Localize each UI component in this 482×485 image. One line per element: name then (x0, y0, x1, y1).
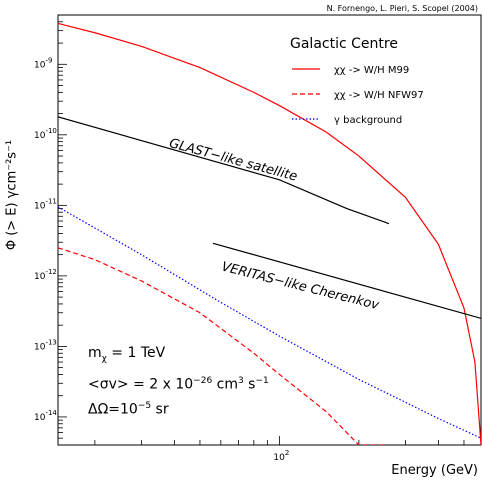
y-tick-label: 10-14 (34, 409, 57, 423)
series-line-glast-like-satellite (58, 116, 390, 225)
y-axis-label: Φ (> E) γcm⁻²s⁻¹ (2, 70, 22, 320)
legend-entry-label: χχ -> W/H M99 (334, 65, 409, 76)
x-axis-label: Energy (GeV) (391, 463, 478, 478)
sigma-unit2-exponent: −1 (255, 375, 269, 386)
mass-symbol: m (88, 345, 102, 361)
curve-annotation: GLAST−like satellite (167, 136, 298, 185)
axes-frame: 10-9 10-10 10-11 10-12 10-13 10-14 102 (34, 14, 482, 463)
solid-angle-line: ΔΩ=10−5 sr (88, 395, 269, 421)
sigma-prefix: <σv> = 2 x 10 (88, 376, 194, 393)
sigma-exponent: −26 (193, 375, 213, 386)
series-line--background (58, 206, 481, 439)
y-tick-label: 10-10 (34, 127, 57, 141)
series-layer (58, 22, 481, 445)
omega-unit: sr (151, 402, 169, 419)
cross-section-line: <σv> = 2 x 10−26 cm3 s−1 (88, 370, 269, 396)
legend-entry-label: γ background (334, 115, 402, 126)
mass-line: mχ = 1 TeV (88, 342, 269, 370)
plot-frame (57, 14, 482, 446)
legend: Galactic Centre χχ -> W/H M99 χχ -> W/H NF… (290, 36, 424, 126)
mass-value: = 1 TeV (106, 345, 166, 361)
credit-text: N. Fornengo, L. Pieri, S. Scopel (2004) (326, 4, 478, 13)
y-tick-label: 10-13 (34, 338, 57, 352)
omega-exponent: −5 (137, 401, 152, 412)
omega-prefix: ΔΩ=10 (88, 402, 138, 419)
sigma-unit-exponent: 3 (237, 375, 244, 386)
y-tick-label: 10-9 (34, 56, 52, 70)
y-tick-label: 10-12 (34, 268, 57, 282)
y-tick-label: 10-11 (34, 197, 57, 211)
sigma-unit: cm (212, 376, 238, 393)
legend-title: Galactic Centre (290, 36, 398, 52)
series-line-veritas-like-cherenkov (212, 242, 481, 319)
mass-subscript: χ (101, 353, 107, 364)
y-axis-label-text: Φ (> E) γcm⁻²s⁻¹ (4, 139, 20, 251)
series-line--w-h-nfw97 (58, 247, 387, 445)
parameters-box: mχ = 1 TeV <σv> = 2 x 10−26 cm3 s−1 ΔΩ=1… (88, 342, 269, 421)
sigma-unit2: s (243, 376, 256, 393)
x-tick-label: 102 (273, 449, 289, 463)
series-line--w-h-m99 (58, 22, 481, 445)
legend-entry-label: χχ -> W/H NFW97 (334, 90, 424, 101)
